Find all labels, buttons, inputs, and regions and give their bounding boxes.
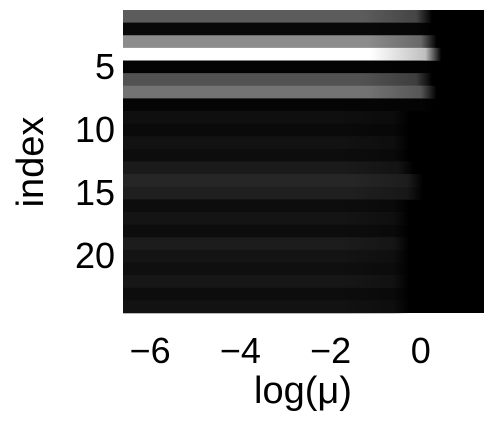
- heatmap-row-7: [123, 85, 484, 99]
- heatmap-row-10: [123, 123, 484, 137]
- y-tick-label: 20: [75, 235, 115, 276]
- x-tick-label: −6: [130, 330, 171, 371]
- heatmap-row-11: [123, 136, 484, 150]
- heatmap-row-8: [123, 98, 484, 112]
- x-axis: −6 −4 −2 0: [130, 330, 431, 371]
- y-axis: 5 10 15 20: [75, 46, 115, 276]
- heatmap-row-16: [123, 199, 484, 213]
- heatmap-row-17: [123, 212, 484, 225]
- heatmap-row-12: [123, 148, 484, 162]
- heatmap-row-2: [123, 22, 484, 36]
- heatmap-row-24: [123, 300, 484, 314]
- x-tick-label: −2: [310, 330, 351, 371]
- heatmap-row-13: [123, 161, 484, 175]
- heatmap-row-15: [123, 186, 484, 200]
- heatmap-row-22: [123, 275, 484, 289]
- y-axis-label: index: [10, 117, 52, 208]
- x-axis-label: log(μ): [254, 370, 352, 412]
- heatmap-row-23: [123, 287, 484, 301]
- heatmap-row-21: [123, 262, 484, 276]
- heatmap-row-1: [123, 10, 484, 23]
- x-tick-label: −4: [220, 330, 261, 371]
- heatmap-row-9: [123, 111, 484, 124]
- heatmap-row-18: [123, 224, 484, 238]
- y-tick-label: 5: [95, 46, 115, 87]
- heatmap-row-6: [123, 73, 484, 87]
- heatmap-row-5: [123, 60, 484, 74]
- x-tick-label: 0: [411, 330, 431, 371]
- heatmap-row-3: [123, 35, 484, 49]
- heatmap-rows: [123, 10, 484, 314]
- heatmap-row-19: [123, 237, 484, 251]
- y-tick-label: 10: [75, 109, 115, 150]
- heatmap-row-14: [123, 174, 484, 188]
- heatmap-row-20: [123, 249, 484, 263]
- heatmap-row-4: [123, 47, 484, 61]
- y-tick-label: 15: [75, 172, 115, 213]
